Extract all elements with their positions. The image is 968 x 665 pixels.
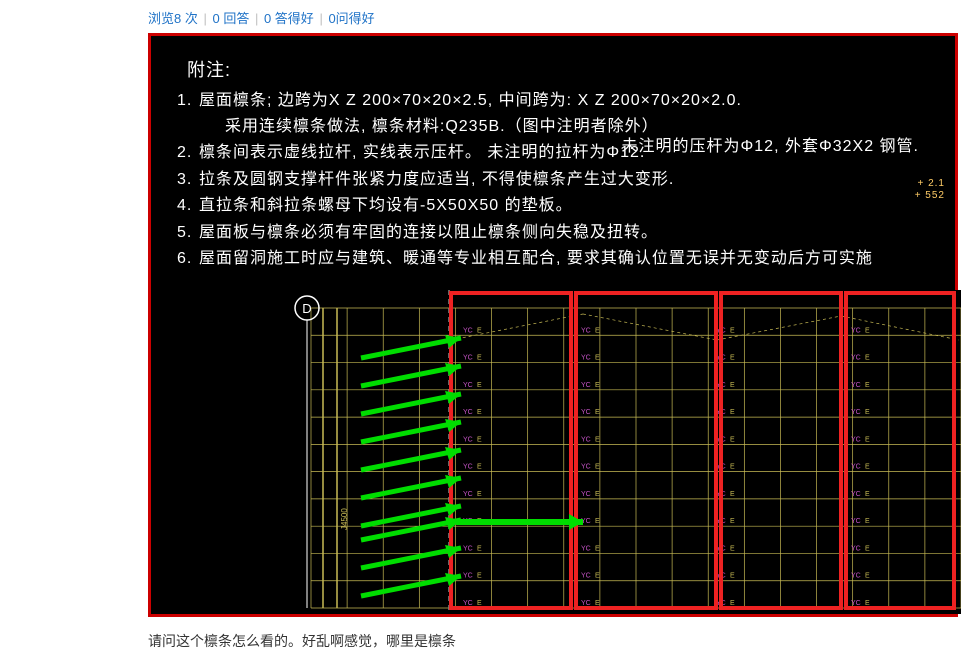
svg-text:YC: YC <box>463 573 473 580</box>
svg-text:E: E <box>477 410 482 417</box>
svg-text:YC: YC <box>851 519 861 526</box>
svg-text:J4500: J4500 <box>340 508 349 530</box>
svg-text:E: E <box>477 546 482 553</box>
svg-text:E: E <box>730 410 735 417</box>
svg-text:E: E <box>865 464 870 471</box>
svg-text:YC: YC <box>851 464 861 471</box>
post-stats: 浏览8 次 | 0 回答 | 0 答得好 | 0问得好 <box>148 0 968 33</box>
svg-text:YC: YC <box>463 410 473 417</box>
svg-text:YC: YC <box>851 491 861 498</box>
svg-text:YC: YC <box>463 328 473 335</box>
svg-text:YC: YC <box>851 600 861 607</box>
svg-text:YC: YC <box>463 437 473 444</box>
svg-text:YC: YC <box>581 437 591 444</box>
svg-text:E: E <box>865 410 870 417</box>
svg-text:E: E <box>477 600 482 607</box>
svg-text:YC: YC <box>463 491 473 498</box>
notes-lines: 1.屋面檩条; 边跨为X Z 200×70×20×2.5, 中间跨为: X Z … <box>187 88 919 273</box>
svg-text:YC: YC <box>463 464 473 471</box>
svg-text:E: E <box>865 519 870 526</box>
answers-link[interactable]: 0 回答 <box>212 11 249 26</box>
svg-text:E: E <box>595 437 600 444</box>
cad-notes-panel: 附注: 1.屋面檩条; 边跨为X Z 200×70×20×2.5, 中间跨为: … <box>151 36 955 290</box>
corner-mark-2: + 552 <box>915 188 945 205</box>
svg-text:E: E <box>730 328 735 335</box>
svg-text:YC: YC <box>463 546 473 553</box>
svg-text:YC: YC <box>463 355 473 362</box>
good-answers-link[interactable]: 0 答得好 <box>264 11 314 26</box>
svg-text:YC: YC <box>581 355 591 362</box>
sep: | <box>319 11 322 26</box>
svg-text:YC: YC <box>581 464 591 471</box>
svg-text:YC: YC <box>581 546 591 553</box>
svg-text:E: E <box>730 382 735 389</box>
svg-text:E: E <box>865 355 870 362</box>
sep: | <box>203 11 206 26</box>
svg-text:YC: YC <box>851 573 861 580</box>
svg-text:E: E <box>730 491 735 498</box>
svg-text:D: D <box>302 301 311 316</box>
svg-text:E: E <box>595 491 600 498</box>
svg-text:YC: YC <box>851 437 861 444</box>
svg-text:YC: YC <box>851 410 861 417</box>
question-text: 请问这个檩条怎么看的。好乱啊感觉，哪里是檩条 <box>148 617 968 665</box>
svg-text:E: E <box>595 519 600 526</box>
svg-text:YC: YC <box>581 410 591 417</box>
notes-title: 附注: <box>187 56 919 86</box>
svg-text:E: E <box>865 546 870 553</box>
svg-text:YC: YC <box>851 382 861 389</box>
svg-text:E: E <box>477 328 482 335</box>
svg-text:E: E <box>595 382 600 389</box>
svg-text:YC: YC <box>851 355 861 362</box>
views-link[interactable]: 浏览8 次 <box>148 11 198 26</box>
svg-text:E: E <box>595 464 600 471</box>
svg-text:E: E <box>595 328 600 335</box>
svg-text:E: E <box>865 491 870 498</box>
svg-text:E: E <box>730 355 735 362</box>
svg-text:E: E <box>477 491 482 498</box>
svg-text:YC: YC <box>851 546 861 553</box>
svg-text:E: E <box>730 573 735 580</box>
svg-text:E: E <box>595 600 600 607</box>
svg-text:E: E <box>730 546 735 553</box>
notes-extra-right: 未注明的压杆为Φ12, 外套Φ32X2 钢管. <box>622 134 919 160</box>
svg-text:E: E <box>730 519 735 526</box>
svg-text:YC: YC <box>851 328 861 335</box>
svg-text:E: E <box>477 382 482 389</box>
svg-text:E: E <box>865 382 870 389</box>
sep: | <box>255 11 258 26</box>
svg-text:E: E <box>865 573 870 580</box>
svg-text:E: E <box>730 437 735 444</box>
svg-text:YC: YC <box>581 328 591 335</box>
cad-diagram: DJ4500YCEYCEYCEYCEYCEYCEYCEYCEYCEYCEYCEY… <box>151 290 961 614</box>
svg-text:YC: YC <box>581 573 591 580</box>
diagram-svg: DJ4500YCEYCEYCEYCEYCEYCEYCEYCEYCEYCEYCEY… <box>151 290 961 614</box>
svg-text:E: E <box>477 355 482 362</box>
svg-text:YC: YC <box>463 600 473 607</box>
svg-text:E: E <box>477 437 482 444</box>
svg-text:E: E <box>730 600 735 607</box>
svg-text:YC: YC <box>581 491 591 498</box>
cad-image-wrap: 附注: 1.屋面檩条; 边跨为X Z 200×70×20×2.5, 中间跨为: … <box>148 33 958 617</box>
svg-text:E: E <box>595 546 600 553</box>
svg-text:E: E <box>477 573 482 580</box>
svg-text:YC: YC <box>581 600 591 607</box>
svg-text:E: E <box>730 464 735 471</box>
good-questions-link[interactable]: 0问得好 <box>328 11 374 26</box>
svg-text:E: E <box>595 573 600 580</box>
svg-text:E: E <box>865 600 870 607</box>
svg-text:E: E <box>595 355 600 362</box>
svg-text:E: E <box>865 328 870 335</box>
svg-text:YC: YC <box>581 382 591 389</box>
svg-text:E: E <box>865 437 870 444</box>
svg-text:E: E <box>595 410 600 417</box>
svg-text:YC: YC <box>463 382 473 389</box>
svg-text:E: E <box>477 464 482 471</box>
